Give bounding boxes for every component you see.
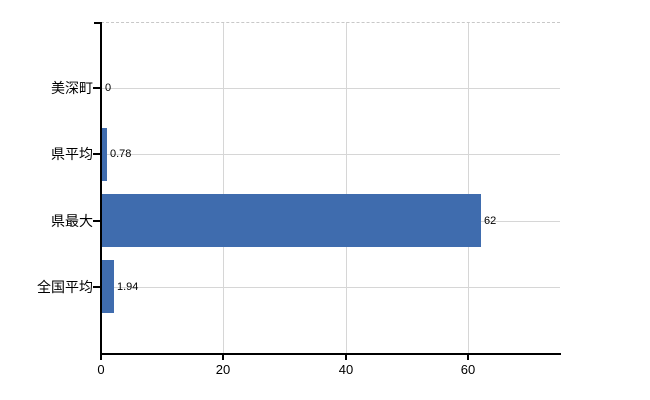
x-axis-tick	[222, 355, 224, 360]
plot-area: 0 0.78 62 1.94	[101, 22, 560, 353]
x-tick-label: 0	[97, 362, 105, 377]
x-tick-label: 20	[215, 362, 231, 377]
gridline-horizontal	[101, 287, 560, 288]
y-axis-tick	[93, 87, 100, 89]
x-axis-tick	[345, 355, 347, 360]
x-axis-tick	[467, 355, 469, 360]
category-label: 県最大	[51, 213, 93, 229]
x-axis-tick	[100, 355, 102, 360]
bar	[102, 194, 481, 247]
x-axis-line	[100, 353, 561, 355]
y-axis-tick	[93, 286, 100, 288]
category-label: 県平均	[51, 146, 93, 162]
x-tick-label: 40	[338, 362, 354, 377]
gridline-horizontal	[101, 154, 560, 155]
gridline-vertical	[223, 22, 225, 353]
gridline-vertical	[345, 22, 347, 353]
y-axis-tick	[93, 220, 100, 222]
plot-top-dashed-border	[101, 22, 560, 23]
value-label: 62	[484, 215, 497, 227]
gridline-horizontal	[101, 88, 560, 89]
y-axis-top-tick	[94, 22, 101, 24]
value-label: 1.94	[117, 281, 139, 293]
y-axis-line	[100, 22, 102, 353]
value-label: 0.78	[110, 148, 132, 160]
bar	[102, 260, 114, 313]
category-label: 美深町	[51, 80, 93, 96]
x-tick-label: 60	[460, 362, 476, 377]
category-label: 全国平均	[37, 279, 93, 295]
y-axis-tick	[93, 153, 100, 155]
bar	[102, 128, 107, 181]
value-label: 0	[105, 82, 112, 94]
gridline-vertical	[468, 22, 470, 353]
